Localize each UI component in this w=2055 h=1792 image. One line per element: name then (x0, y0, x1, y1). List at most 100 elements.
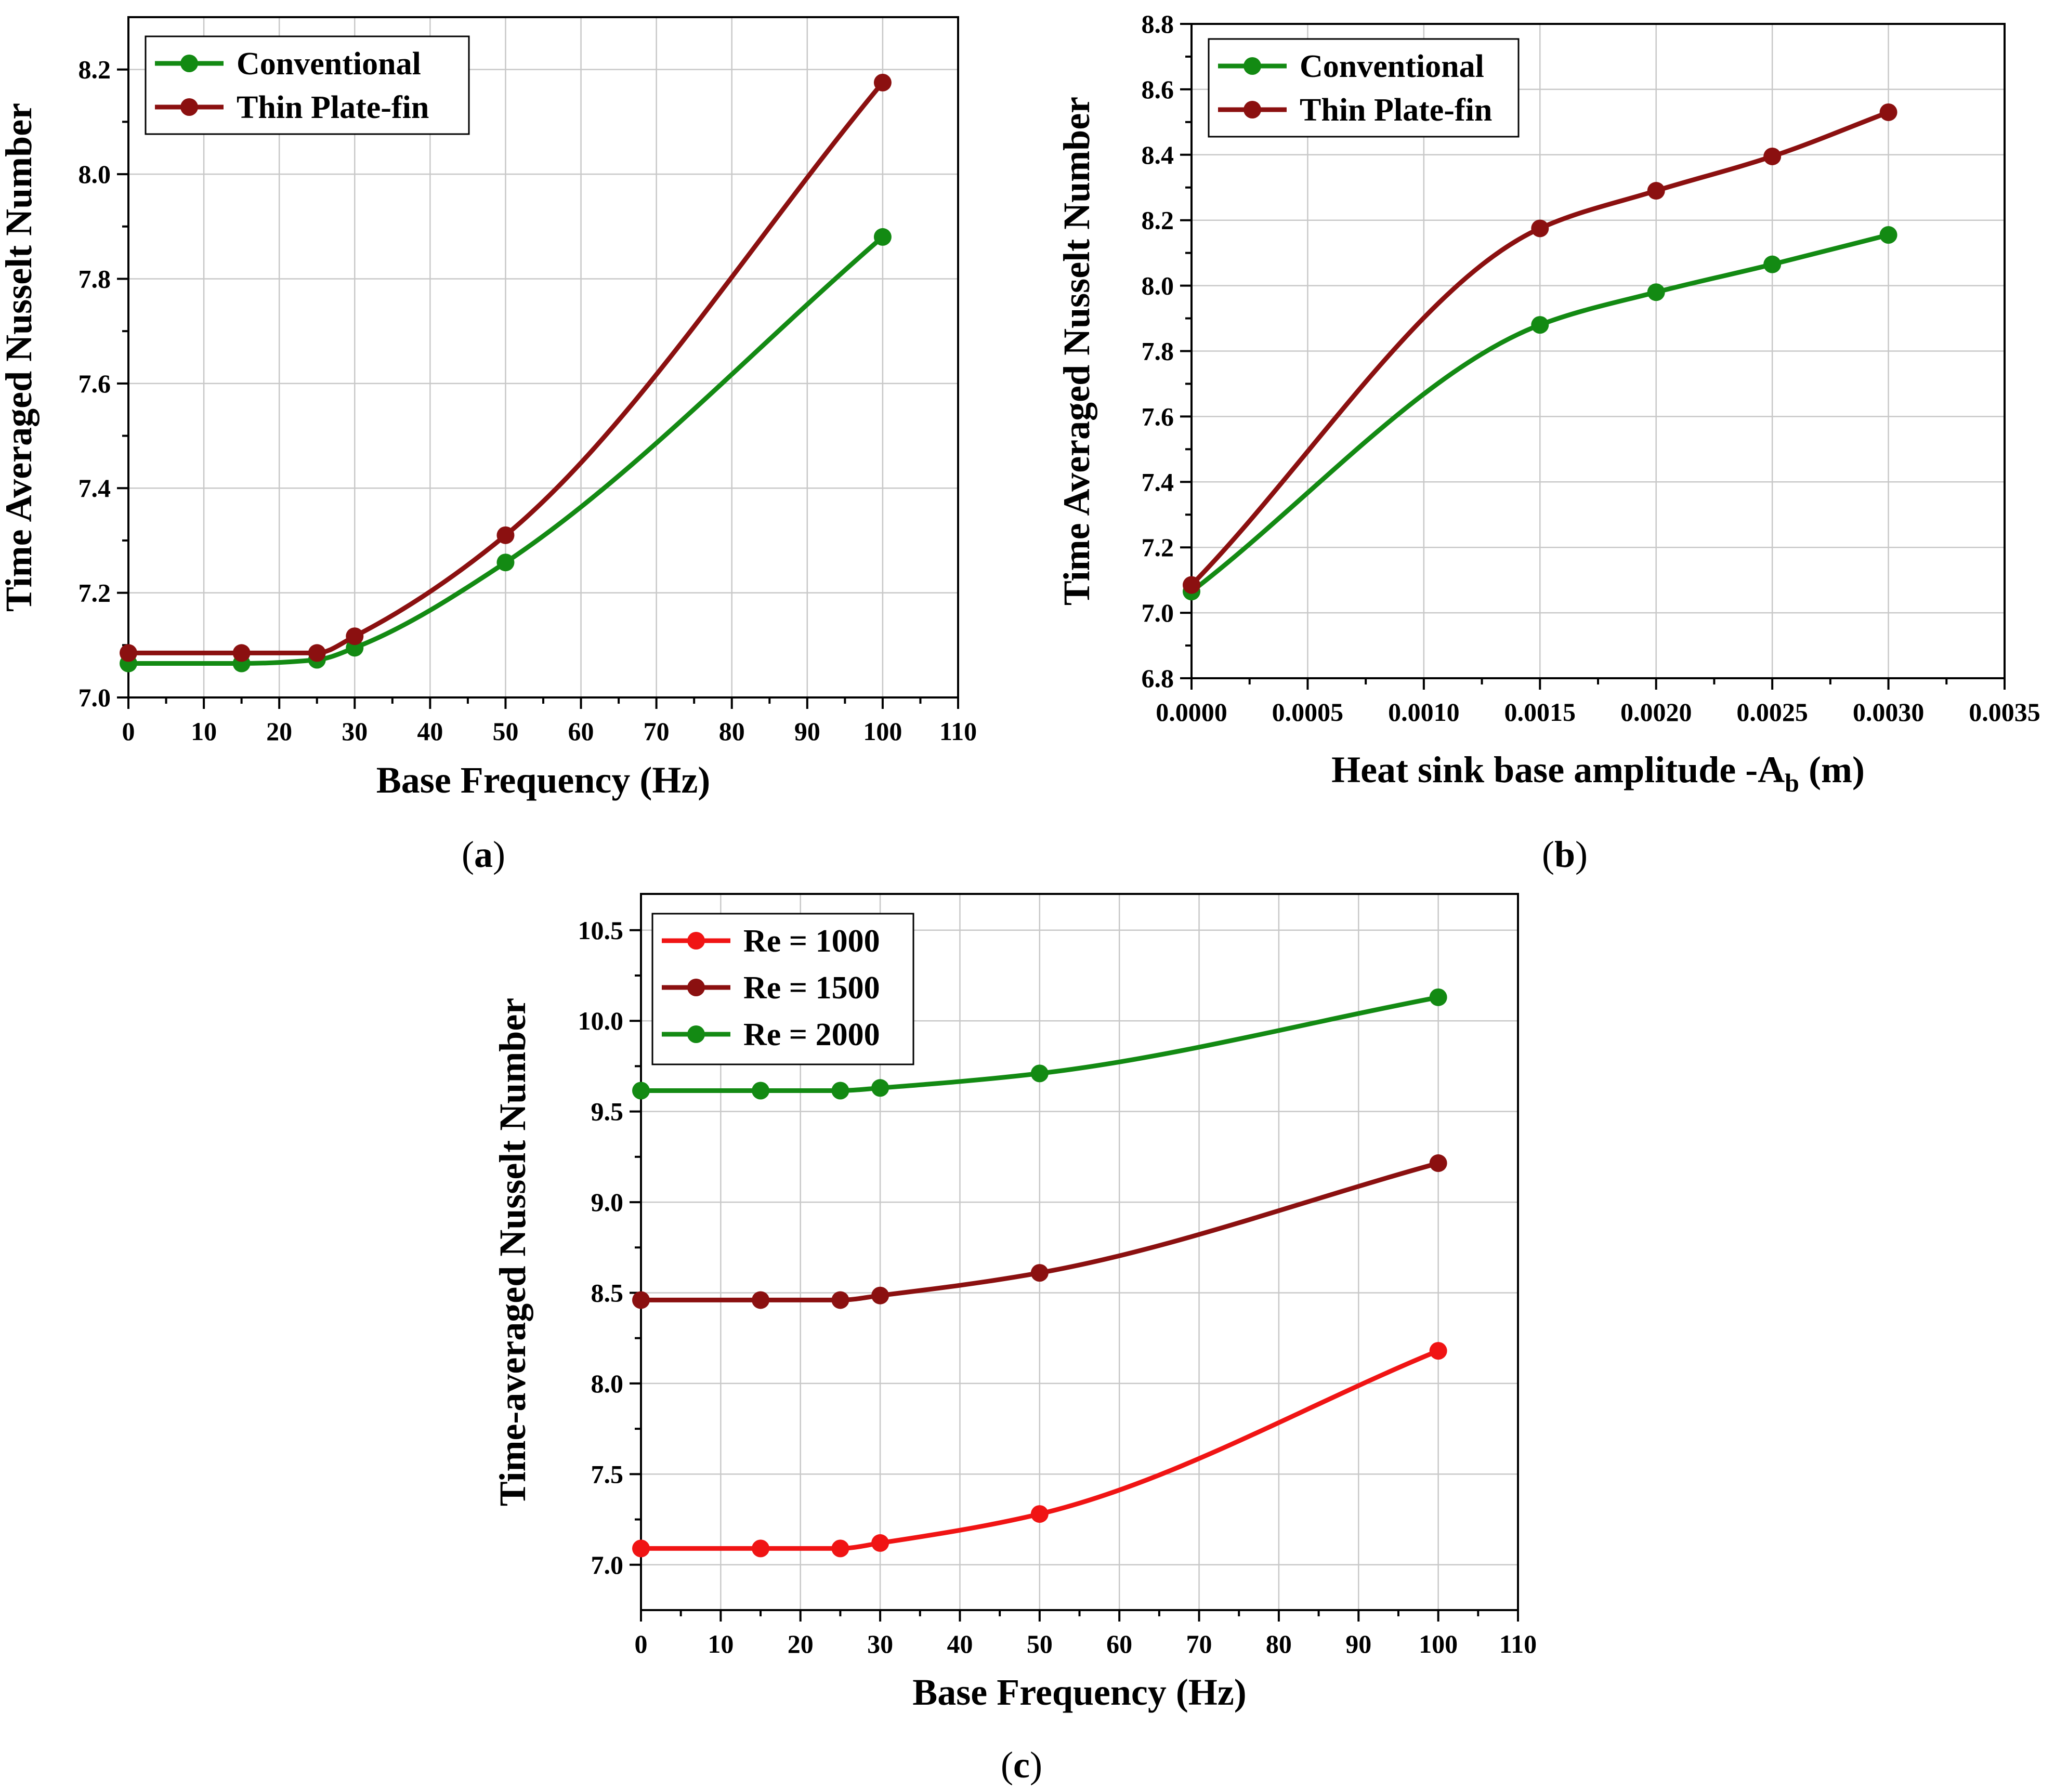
y-axis-label: Time-averaged Nusselt Number (492, 998, 533, 1507)
x-axis: 0.0000 0.0005 0.0010 0.0015 0.0020 0.0025 0.00… (1156, 678, 2040, 727)
legend-box (145, 35, 470, 135)
series-line (638, 995, 1441, 1093)
y-tick-label: 8.2 (78, 55, 111, 84)
data-point (1030, 1505, 1049, 1523)
data-point (871, 1534, 889, 1552)
x-tick-label: 50 (492, 717, 518, 746)
x-tick-label: 40 (417, 717, 443, 746)
y-tick-label: 8.8 (1142, 9, 1174, 38)
x-tick-label: 90 (794, 717, 820, 746)
x-tick-label: 0 (122, 717, 135, 746)
x-tick-label: 100 (1419, 1629, 1458, 1658)
legend-swatch-marker (180, 55, 198, 72)
x-tick-label: 110 (1499, 1629, 1537, 1658)
data-point (1429, 1342, 1447, 1360)
data-point (120, 644, 137, 662)
y-tick-label: 7.6 (78, 369, 111, 398)
x-tick-label: 70 (1186, 1629, 1212, 1658)
x-tick-label: 30 (342, 717, 368, 746)
legend-entry: Re = 1500 (662, 970, 880, 1006)
y-tick-label: 8.5 (591, 1278, 624, 1307)
legend-entry: Thin Plate-fin (1218, 93, 1492, 128)
data-point (632, 1539, 650, 1558)
legend: Re = 1000 Re = 1500 Re = 2000 (651, 913, 914, 1065)
panel-caption: (a) (462, 834, 505, 875)
legend-swatch-marker (1244, 57, 1261, 75)
data-point (1030, 1064, 1049, 1083)
y-axis-label: Time Averaged Nusselt Number (1056, 97, 1097, 605)
series-thin-plate-fin (120, 73, 892, 662)
y-tick-label: 7.4 (1142, 467, 1174, 496)
data-point (346, 627, 364, 645)
legend-label: Thin Plate-fin (237, 90, 429, 125)
data-point (1531, 219, 1549, 238)
data-point (752, 1082, 770, 1100)
gridlines (641, 894, 1518, 1610)
data-point (1647, 182, 1665, 200)
y-tick-label: 7.6 (1142, 402, 1174, 431)
legend-label: Thin Plate-fin (1300, 93, 1492, 128)
x-tick-label: 10 (708, 1629, 734, 1658)
data-point (496, 526, 515, 544)
data-point (831, 1082, 849, 1100)
data-point (752, 1539, 770, 1558)
legend: Conventional Thin Plate-fin (145, 35, 470, 135)
data-point (1763, 255, 1782, 273)
x-tick-label: 70 (644, 717, 670, 746)
y-axis: 6.8 7.0 7.2 7.4 7.6 7.8 8.0 8.2 8.4 8.6 8.8 (1142, 9, 1192, 693)
data-point (632, 1082, 650, 1100)
data-point (873, 73, 892, 91)
legend-label: Re = 1500 (743, 970, 880, 1006)
series-thin-plate-fin (1183, 103, 1897, 594)
data-point (871, 1079, 889, 1097)
y-tick-label: 6.8 (1142, 664, 1174, 693)
data-point (496, 554, 515, 572)
x-tick-label: 0.0010 (1388, 697, 1460, 727)
legend: Conventional Thin Plate-fin (1208, 38, 1520, 138)
x-tick-label: 60 (1106, 1629, 1132, 1658)
x-tick-label: 0.0005 (1272, 697, 1344, 727)
x-axis-label: Heat sink base amplitude -Ab (m) (1331, 749, 1865, 797)
x-tick-label: 80 (1266, 1629, 1292, 1658)
y-tick-label: 8.0 (1142, 271, 1174, 300)
data-point (831, 1291, 849, 1309)
chart-a: 0 10 20 30 40 50 60 70 80 90 100 110 7.0 7.2 7.4 7.6 7.8… (0, 16, 977, 875)
legend-box (1208, 38, 1520, 138)
legend-label: Conventional (1300, 49, 1484, 84)
x-axis: 0 10 20 30 40 50 60 70 80 90 100 110 (122, 697, 977, 746)
gridlines (128, 17, 958, 697)
legend-entry: Thin Plate-fin (155, 90, 429, 125)
y-tick-label: 10.5 (578, 916, 624, 945)
y-tick-label: 7.0 (1142, 598, 1174, 627)
series-re-2000 (632, 988, 1447, 1100)
x-axis-label: Base Frequency (Hz) (912, 1671, 1247, 1713)
x-tick-label: 20 (788, 1629, 814, 1658)
y-tick-label: 7.2 (1142, 533, 1174, 562)
data-point (1879, 226, 1897, 244)
x-tick-label: 10 (191, 717, 217, 746)
data-point (1429, 988, 1447, 1006)
legend-swatch-marker (1244, 101, 1261, 118)
y-tick-label: 8.0 (591, 1369, 624, 1398)
data-point (871, 1286, 889, 1305)
legend-entry: Re = 2000 (662, 1017, 880, 1052)
series-re-1500 (632, 1154, 1447, 1309)
y-tick-label: 7.8 (78, 264, 111, 293)
legend-swatch-marker (687, 979, 705, 996)
x-tick-label: 0.0035 (1969, 697, 2040, 727)
y-tick-label: 7.0 (78, 683, 111, 712)
y-axis: 7.0 7.2 7.4 7.6 7.8 8.0 8.2 (78, 55, 128, 712)
y-tick-label: 8.6 (1142, 75, 1174, 104)
x-tick-label: 100 (863, 717, 902, 746)
legend-entry: Conventional (155, 46, 421, 82)
y-tick-label: 7.2 (78, 578, 111, 608)
x-tick-label: 0.0015 (1504, 697, 1576, 727)
legend-label: Re = 2000 (743, 1017, 880, 1052)
x-tick-label: 0.0020 (1620, 697, 1692, 727)
legend-entry: Re = 1000 (662, 924, 880, 959)
panel-caption: (b) (1542, 834, 1588, 875)
y-tick-label: 7.5 (591, 1459, 624, 1488)
x-tick-label: 0.0030 (1853, 697, 1925, 727)
data-point (1647, 283, 1665, 301)
